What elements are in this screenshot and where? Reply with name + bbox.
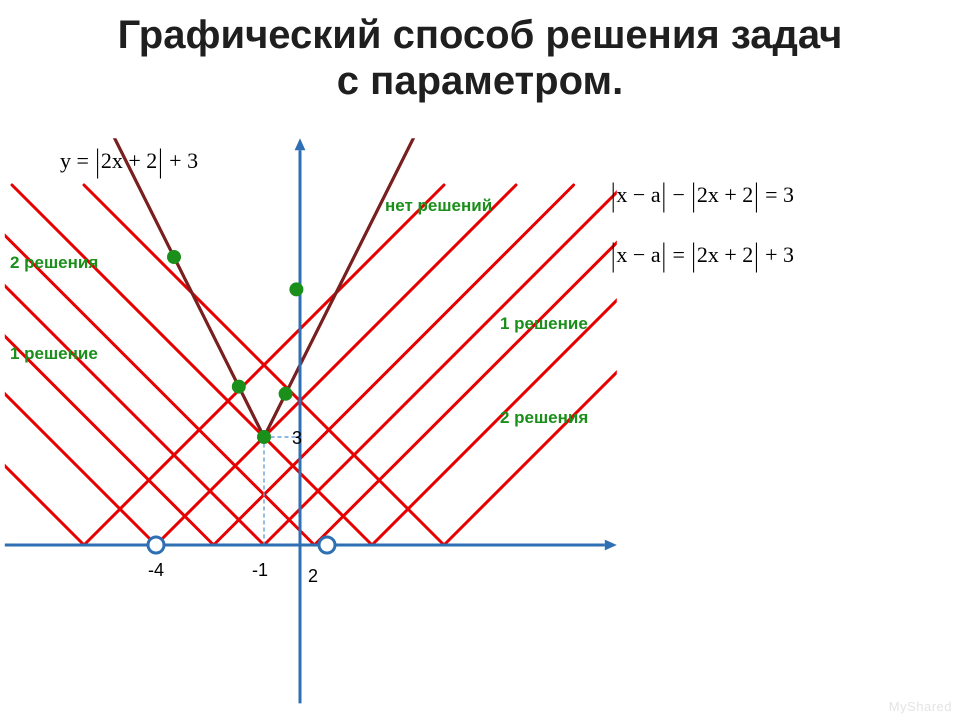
solution-label: 1 решение bbox=[500, 314, 588, 334]
solution-label: 1 решение bbox=[10, 344, 98, 364]
axis-tick-label: -1 bbox=[252, 560, 268, 581]
solution-label: 2 решения bbox=[500, 408, 588, 428]
equation: |x − a| − |2x + 2| = 3 bbox=[610, 182, 794, 208]
axis-tick-label: 3 bbox=[292, 428, 302, 449]
solution-label: нет решений bbox=[385, 196, 492, 216]
equation: |x − a| = |2x + 2| + 3 bbox=[610, 242, 794, 268]
solution-label: 2 решения bbox=[10, 253, 98, 273]
equation: y = |2x + 2| + 3 bbox=[60, 148, 198, 174]
parametric-chart bbox=[0, 0, 960, 720]
watermark: MyShared bbox=[889, 699, 952, 714]
axis-tick-label: 2 bbox=[308, 566, 318, 587]
axis-tick-label: -4 bbox=[148, 560, 164, 581]
